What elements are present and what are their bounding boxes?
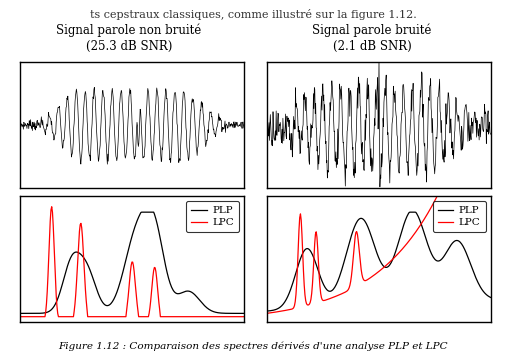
Line: PLP: PLP <box>266 212 490 311</box>
Legend: PLP, LPC: PLP, LPC <box>432 201 485 232</box>
LPC <box>17 315 23 319</box>
LPC <box>396 249 402 254</box>
LPC <box>151 265 157 270</box>
PLP <box>221 311 227 315</box>
PLP <box>263 309 269 313</box>
LPC <box>150 269 157 273</box>
LPC <box>18 315 24 319</box>
PLP <box>17 311 23 316</box>
LPC <box>207 315 213 319</box>
PLP <box>487 295 493 300</box>
PLP <box>264 309 270 313</box>
LPC <box>263 311 269 316</box>
Text: ts cepstraux classiques, comme illustré sur la figure 1.12.: ts cepstraux classiques, comme illustré … <box>89 9 416 20</box>
LPC <box>241 315 247 319</box>
PLP <box>396 235 402 239</box>
LPC <box>434 193 440 198</box>
Line: LPC: LPC <box>266 195 490 313</box>
Text: Figure 1.12 : Comparaison des spectres dérivés d'une analyse PLP et LPC: Figure 1.12 : Comparaison des spectres d… <box>58 342 447 351</box>
LPC <box>155 293 161 297</box>
PLP <box>406 210 412 214</box>
PLP <box>138 210 144 214</box>
PLP <box>467 262 473 266</box>
PLP <box>150 210 157 214</box>
PLP <box>18 311 24 316</box>
LPC <box>452 193 459 198</box>
LPC <box>48 205 55 209</box>
Text: Signal parole bruité
(2.1 dB SNR): Signal parole bruité (2.1 dB SNR) <box>312 24 431 52</box>
LPC <box>221 315 227 319</box>
PLP <box>151 212 157 216</box>
PLP <box>241 311 247 316</box>
PLP <box>452 238 459 243</box>
PLP <box>400 222 406 227</box>
Text: Signal parole non bruité
(25.3 dB SNR): Signal parole non bruité (25.3 dB SNR) <box>56 24 201 52</box>
Line: PLP: PLP <box>20 212 244 313</box>
Line: LPC: LPC <box>20 207 244 317</box>
LPC <box>395 250 401 254</box>
LPC <box>467 193 473 198</box>
LPC <box>264 311 270 315</box>
PLP <box>207 308 213 312</box>
PLP <box>155 226 161 230</box>
PLP <box>395 237 401 241</box>
Legend: PLP, LPC: PLP, LPC <box>186 201 239 232</box>
LPC <box>400 245 406 249</box>
LPC <box>487 193 493 198</box>
